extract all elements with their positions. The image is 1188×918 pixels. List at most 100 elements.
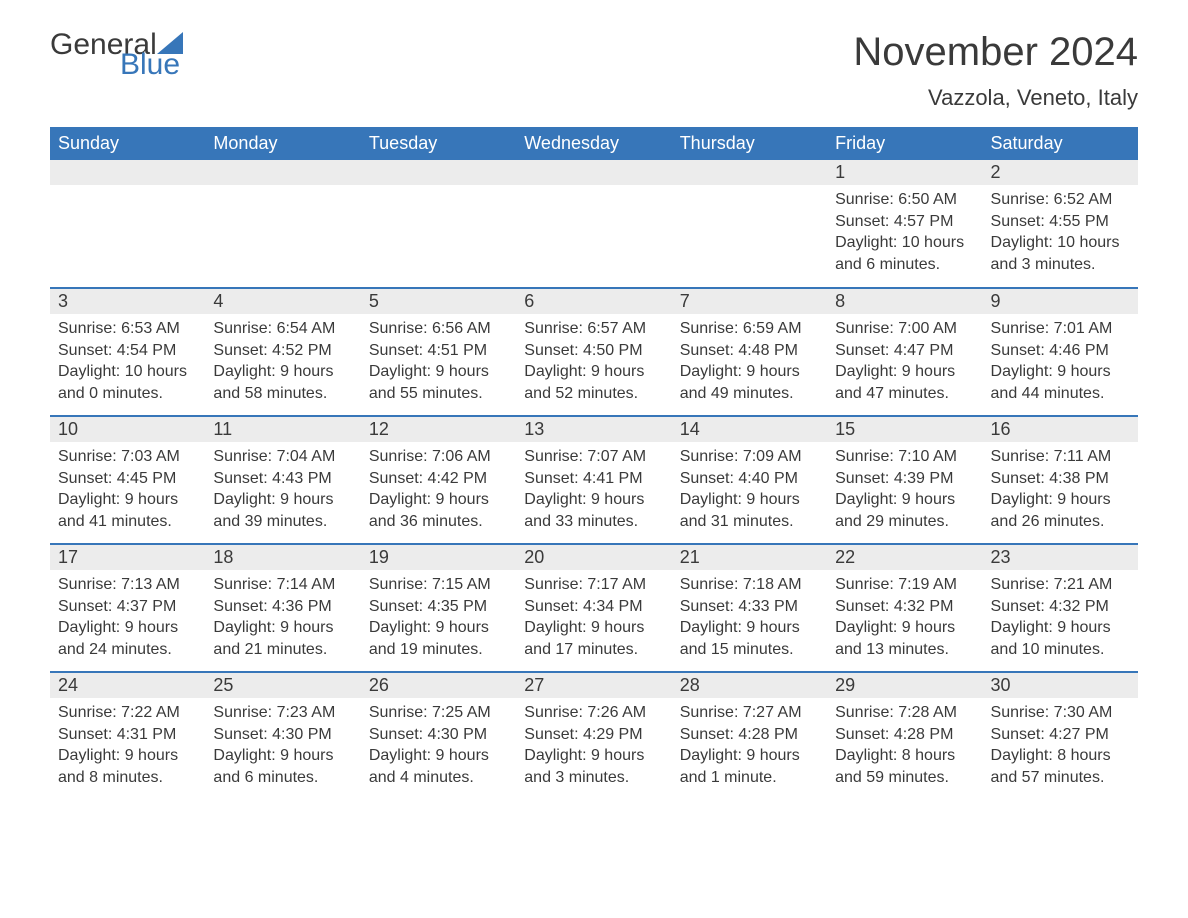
day-number: 23	[983, 545, 1138, 570]
daylight-text: Daylight: 9 hours	[524, 617, 663, 639]
sunset-text: Sunset: 4:38 PM	[991, 468, 1130, 490]
day-details: Sunrise: 7:22 AMSunset: 4:31 PMDaylight:…	[50, 698, 205, 796]
sunset-text: Sunset: 4:50 PM	[524, 340, 663, 362]
sunset-text: Sunset: 4:47 PM	[835, 340, 974, 362]
day-number: 10	[50, 417, 205, 442]
day-number: 16	[983, 417, 1138, 442]
daylight-text: and 58 minutes.	[213, 383, 352, 405]
daylight-text: and 44 minutes.	[991, 383, 1130, 405]
calendar-day-cell: 25Sunrise: 7:23 AMSunset: 4:30 PMDayligh…	[205, 672, 360, 800]
sunset-text: Sunset: 4:35 PM	[369, 596, 508, 618]
day-number-bar-empty	[205, 160, 360, 185]
weekday-header: Friday	[827, 127, 982, 160]
header: General Blue November 2024 Vazzola, Vene…	[50, 30, 1138, 121]
day-number: 30	[983, 673, 1138, 698]
calendar-day-cell: 8Sunrise: 7:00 AMSunset: 4:47 PMDaylight…	[827, 288, 982, 416]
day-details: Sunrise: 7:09 AMSunset: 4:40 PMDaylight:…	[672, 442, 827, 540]
daylight-text: Daylight: 9 hours	[991, 361, 1130, 383]
weekday-header: Wednesday	[516, 127, 671, 160]
calendar-day-cell: 21Sunrise: 7:18 AMSunset: 4:33 PMDayligh…	[672, 544, 827, 672]
sunrise-text: Sunrise: 6:59 AM	[680, 318, 819, 340]
sunrise-text: Sunrise: 6:54 AM	[213, 318, 352, 340]
day-details: Sunrise: 7:17 AMSunset: 4:34 PMDaylight:…	[516, 570, 671, 668]
weekday-header: Tuesday	[361, 127, 516, 160]
daylight-text: and 47 minutes.	[835, 383, 974, 405]
day-details: Sunrise: 6:56 AMSunset: 4:51 PMDaylight:…	[361, 314, 516, 412]
calendar-day-cell: 6Sunrise: 6:57 AMSunset: 4:50 PMDaylight…	[516, 288, 671, 416]
daylight-text: Daylight: 9 hours	[369, 745, 508, 767]
sunset-text: Sunset: 4:54 PM	[58, 340, 197, 362]
day-details: Sunrise: 7:18 AMSunset: 4:33 PMDaylight:…	[672, 570, 827, 668]
sunset-text: Sunset: 4:34 PM	[524, 596, 663, 618]
sunrise-text: Sunrise: 6:56 AM	[369, 318, 508, 340]
calendar-day-cell: 2Sunrise: 6:52 AMSunset: 4:55 PMDaylight…	[983, 160, 1138, 288]
sunrise-text: Sunrise: 7:11 AM	[991, 446, 1130, 468]
sunrise-text: Sunrise: 7:28 AM	[835, 702, 974, 724]
day-details: Sunrise: 7:10 AMSunset: 4:39 PMDaylight:…	[827, 442, 982, 540]
daylight-text: and 31 minutes.	[680, 511, 819, 533]
day-number-bar-empty	[516, 160, 671, 185]
day-number: 11	[205, 417, 360, 442]
day-number: 25	[205, 673, 360, 698]
daylight-text: and 26 minutes.	[991, 511, 1130, 533]
sunrise-text: Sunrise: 7:00 AM	[835, 318, 974, 340]
day-details: Sunrise: 7:13 AMSunset: 4:37 PMDaylight:…	[50, 570, 205, 668]
sunset-text: Sunset: 4:27 PM	[991, 724, 1130, 746]
calendar-day-cell: 22Sunrise: 7:19 AMSunset: 4:32 PMDayligh…	[827, 544, 982, 672]
sunrise-text: Sunrise: 7:22 AM	[58, 702, 197, 724]
day-details: Sunrise: 7:30 AMSunset: 4:27 PMDaylight:…	[983, 698, 1138, 796]
day-number: 26	[361, 673, 516, 698]
day-number: 29	[827, 673, 982, 698]
daylight-text: and 59 minutes.	[835, 767, 974, 789]
sunset-text: Sunset: 4:51 PM	[369, 340, 508, 362]
daylight-text: and 10 minutes.	[991, 639, 1130, 661]
sunset-text: Sunset: 4:55 PM	[991, 211, 1130, 233]
day-number: 18	[205, 545, 360, 570]
sunrise-text: Sunrise: 6:52 AM	[991, 189, 1130, 211]
daylight-text: and 3 minutes.	[991, 254, 1130, 276]
calendar-day-cell: 20Sunrise: 7:17 AMSunset: 4:34 PMDayligh…	[516, 544, 671, 672]
daylight-text: and 41 minutes.	[58, 511, 197, 533]
weekday-header: Saturday	[983, 127, 1138, 160]
day-details: Sunrise: 7:15 AMSunset: 4:35 PMDaylight:…	[361, 570, 516, 668]
sunset-text: Sunset: 4:48 PM	[680, 340, 819, 362]
calendar-week-row: 17Sunrise: 7:13 AMSunset: 4:37 PMDayligh…	[50, 544, 1138, 672]
calendar-day-cell	[50, 160, 205, 288]
sunrise-text: Sunrise: 7:23 AM	[213, 702, 352, 724]
calendar-day-cell: 17Sunrise: 7:13 AMSunset: 4:37 PMDayligh…	[50, 544, 205, 672]
sunrise-text: Sunrise: 7:15 AM	[369, 574, 508, 596]
sunset-text: Sunset: 4:46 PM	[991, 340, 1130, 362]
day-number: 20	[516, 545, 671, 570]
sunset-text: Sunset: 4:30 PM	[213, 724, 352, 746]
daylight-text: Daylight: 9 hours	[680, 745, 819, 767]
calendar-day-cell: 10Sunrise: 7:03 AMSunset: 4:45 PMDayligh…	[50, 416, 205, 544]
day-number: 3	[50, 289, 205, 314]
day-details: Sunrise: 7:28 AMSunset: 4:28 PMDaylight:…	[827, 698, 982, 796]
daylight-text: and 19 minutes.	[369, 639, 508, 661]
daylight-text: and 6 minutes.	[835, 254, 974, 276]
daylight-text: Daylight: 9 hours	[835, 617, 974, 639]
daylight-text: Daylight: 8 hours	[991, 745, 1130, 767]
calendar-table: Sunday Monday Tuesday Wednesday Thursday…	[50, 127, 1138, 800]
day-details: Sunrise: 7:01 AMSunset: 4:46 PMDaylight:…	[983, 314, 1138, 412]
calendar-day-cell: 11Sunrise: 7:04 AMSunset: 4:43 PMDayligh…	[205, 416, 360, 544]
day-number: 14	[672, 417, 827, 442]
day-number: 2	[983, 160, 1138, 185]
sunset-text: Sunset: 4:32 PM	[835, 596, 974, 618]
daylight-text: Daylight: 9 hours	[835, 361, 974, 383]
daylight-text: Daylight: 8 hours	[835, 745, 974, 767]
daylight-text: and 49 minutes.	[680, 383, 819, 405]
day-number: 13	[516, 417, 671, 442]
calendar-day-cell	[205, 160, 360, 288]
day-details: Sunrise: 7:27 AMSunset: 4:28 PMDaylight:…	[672, 698, 827, 796]
day-number: 4	[205, 289, 360, 314]
sunset-text: Sunset: 4:29 PM	[524, 724, 663, 746]
day-details: Sunrise: 7:23 AMSunset: 4:30 PMDaylight:…	[205, 698, 360, 796]
calendar-day-cell	[361, 160, 516, 288]
sunset-text: Sunset: 4:28 PM	[835, 724, 974, 746]
daylight-text: Daylight: 9 hours	[680, 617, 819, 639]
daylight-text: and 29 minutes.	[835, 511, 974, 533]
sunset-text: Sunset: 4:40 PM	[680, 468, 819, 490]
daylight-text: Daylight: 9 hours	[524, 745, 663, 767]
day-details: Sunrise: 7:04 AMSunset: 4:43 PMDaylight:…	[205, 442, 360, 540]
